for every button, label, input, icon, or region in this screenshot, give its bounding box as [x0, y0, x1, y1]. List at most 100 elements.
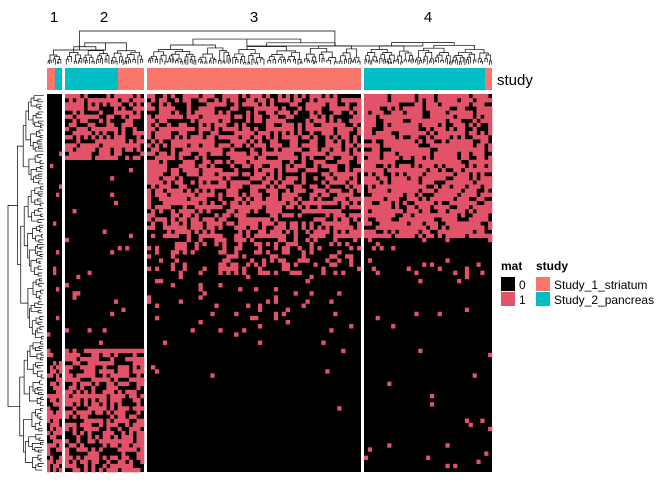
dendrogram-link — [309, 48, 328, 55]
heatmap-cell — [445, 443, 450, 448]
heatmap-cell — [198, 233, 203, 239]
heatmap-cell — [198, 151, 203, 156]
heatmap-cell — [398, 221, 404, 226]
heatmap-cell — [457, 159, 462, 165]
heatmap-cell — [353, 237, 358, 243]
heatmap-cell — [406, 94, 411, 99]
heatmap-cell — [305, 258, 310, 263]
heatmap-cell — [468, 188, 473, 193]
heatmap-cell — [234, 139, 239, 144]
heatmap-cell — [53, 422, 57, 428]
heatmap-cell — [254, 126, 259, 132]
heatmap-cell — [422, 130, 427, 136]
heatmap-cell — [238, 233, 243, 239]
dendrogram-link — [34, 146, 44, 152]
heatmap-cell — [218, 176, 223, 181]
dendrogram-link — [38, 120, 44, 124]
heatmap-cell — [449, 147, 454, 152]
heatmap-cell — [83, 389, 88, 395]
annotation-name-study: study — [497, 72, 533, 89]
heatmap-cell — [91, 143, 96, 148]
heatmap-cell — [158, 209, 164, 214]
heatmap-cell — [194, 188, 199, 193]
heatmap-cell — [395, 225, 400, 230]
heatmap-cell — [162, 204, 168, 210]
heatmap-cell — [445, 172, 450, 177]
heatmap-cell — [289, 225, 294, 230]
heatmap-cell — [106, 385, 111, 391]
heatmap-cell — [406, 155, 411, 161]
heatmap-cell — [110, 114, 115, 119]
heatmap-cell — [426, 106, 431, 111]
dendrogram-link — [190, 55, 196, 61]
heatmap-cell — [76, 373, 81, 378]
heatmap-cell — [117, 426, 122, 432]
heatmap-cell — [285, 250, 290, 255]
heatmap-cell — [379, 221, 384, 226]
heatmap-cell — [285, 188, 290, 193]
heatmap-cell — [106, 377, 111, 382]
heatmap-cell — [337, 406, 342, 411]
heatmap-cell — [341, 180, 346, 185]
heatmap-cell — [375, 192, 380, 198]
heatmap-cell — [117, 373, 122, 378]
heatmap-cell — [250, 155, 255, 161]
heatmap-cell — [414, 159, 419, 165]
heatmap-cell — [174, 180, 179, 185]
heatmap-cell — [325, 143, 330, 148]
heatmap-cell — [218, 250, 223, 255]
heatmap-cell — [402, 167, 407, 173]
heatmap-cell — [117, 410, 122, 415]
heatmap-cell — [210, 118, 215, 124]
heatmap-cell — [170, 225, 176, 230]
heatmap-cell — [91, 402, 96, 407]
heatmap-cell — [414, 147, 419, 152]
heatmap-cell — [68, 402, 73, 407]
heatmap-cell — [457, 163, 462, 169]
heatmap-cell — [91, 98, 96, 103]
heatmap-cell — [269, 114, 275, 119]
heatmap-cell — [379, 114, 384, 119]
heatmap-cell — [125, 110, 130, 115]
heatmap-cell — [257, 176, 263, 181]
heatmap-cell — [194, 110, 199, 115]
heatmap-cell — [429, 217, 435, 222]
heatmap-cell — [457, 188, 462, 193]
heatmap-cell — [476, 233, 481, 239]
heatmap-cell — [147, 151, 152, 156]
heatmap-cell — [379, 130, 384, 136]
heatmap-cell — [210, 167, 215, 173]
heatmap-cell — [410, 217, 415, 222]
heatmap-cell — [56, 315, 60, 321]
heatmap-cell — [309, 200, 314, 206]
heatmap-cell — [441, 213, 446, 218]
heatmap-cell — [422, 204, 427, 210]
heatmap-cell — [321, 180, 326, 185]
heatmap-cell — [178, 155, 183, 161]
heatmap-cell — [210, 163, 215, 169]
heatmap-cell — [198, 163, 203, 169]
heatmap-cell — [488, 155, 493, 161]
heatmap-cell — [488, 225, 493, 230]
heatmap-cell — [166, 106, 172, 111]
heatmap-cell — [250, 204, 255, 210]
heatmap-cell — [391, 225, 396, 230]
dendrogram-link — [299, 61, 303, 65]
heatmap-cell — [269, 139, 275, 144]
heatmap-cell — [349, 196, 354, 202]
heatmap-cell — [457, 122, 462, 128]
heatmap-cell — [257, 114, 263, 119]
heatmap-cell — [313, 217, 318, 222]
dendrogram-link — [422, 59, 426, 64]
heatmap-cell — [410, 130, 415, 136]
dendrogram-link — [31, 443, 41, 450]
heatmap-cell — [98, 369, 103, 374]
heatmap-cell — [53, 430, 57, 436]
heatmap-cell — [170, 139, 176, 144]
dendrogram-link — [40, 374, 44, 379]
heatmap-cell — [277, 233, 283, 239]
heatmap-cell — [182, 94, 187, 99]
heatmap-cell — [457, 180, 462, 185]
heatmap-cell — [182, 225, 187, 230]
